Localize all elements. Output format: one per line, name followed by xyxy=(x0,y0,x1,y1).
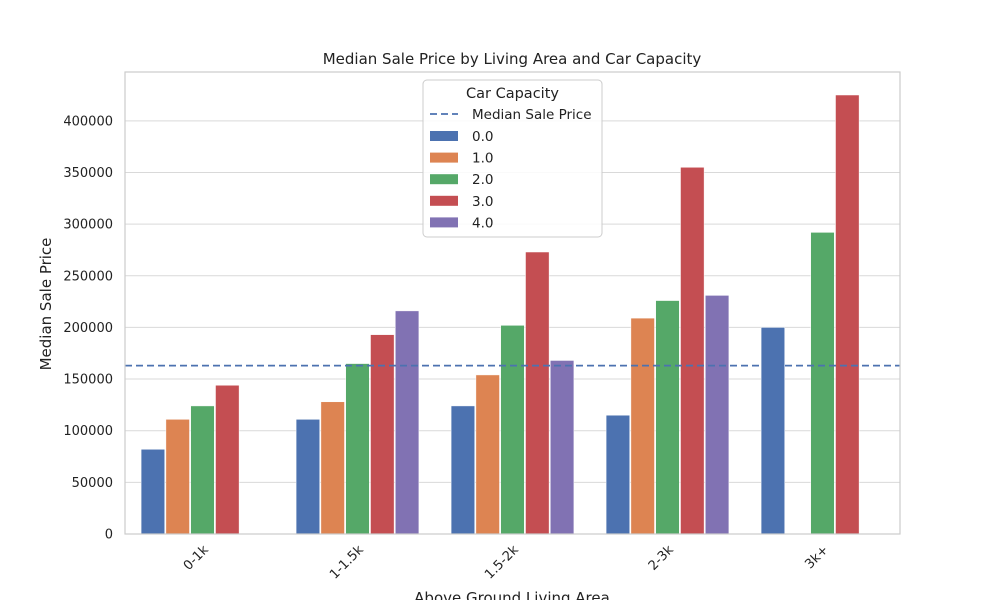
bar-1.5-2k-0.0 xyxy=(450,405,475,535)
legend-box xyxy=(422,79,603,238)
legend-title: Car Capacity xyxy=(466,86,559,102)
bar-1-1.5k-3.0 xyxy=(370,334,395,535)
bar-2-3k-1.0 xyxy=(630,317,655,535)
bar-1-1.5k-2.0 xyxy=(345,363,370,535)
bar-3k+-3.0 xyxy=(835,94,860,535)
y-tick-label: 400000 xyxy=(63,114,113,129)
legend-label-2.0: 2.0 xyxy=(472,172,493,188)
y-tick-label: 250000 xyxy=(63,269,113,284)
x-tick-label: 1.5-2k xyxy=(482,542,522,582)
legend: Car Capacity Median Sale Price 0.0 1.0 2.0 3.… xyxy=(422,79,603,238)
chart-title: Median Sale Price by Living Area and Car… xyxy=(323,50,702,68)
x-tick-label: 3k+ xyxy=(802,543,831,572)
bar-0-1k-2.0 xyxy=(190,405,215,535)
legend-swatch-3.0 xyxy=(430,195,458,206)
bars xyxy=(140,94,860,535)
legend-swatch-1.0 xyxy=(430,152,458,163)
legend-label-1.0: 1.0 xyxy=(472,151,493,167)
y-axis-label: Median Sale Price xyxy=(37,238,55,371)
bar-3k+-2.0 xyxy=(810,232,835,535)
bar-2-3k-0.0 xyxy=(605,414,630,535)
bar-1-1.5k-0.0 xyxy=(295,419,320,535)
y-tick-label: 50000 xyxy=(72,476,113,491)
bar-1.5-2k-4.0 xyxy=(550,360,575,535)
bar-0-1k-3.0 xyxy=(215,385,240,535)
x-tick-label: 0-1k xyxy=(181,542,212,573)
legend-label-median: Median Sale Price xyxy=(472,107,592,123)
y-tick-label: 100000 xyxy=(63,424,113,439)
legend-label-4.0: 4.0 xyxy=(472,215,493,231)
y-tick-label: 350000 xyxy=(63,166,113,181)
bar-1.5-2k-1.0 xyxy=(475,374,500,535)
y-tick-label: 300000 xyxy=(63,218,113,233)
bar-1-1.5k-4.0 xyxy=(395,310,420,535)
y-tick-label: 150000 xyxy=(63,373,113,388)
bar-1.5-2k-2.0 xyxy=(500,325,525,535)
bar-3k+-0.0 xyxy=(760,327,785,535)
bar-2-3k-3.0 xyxy=(680,167,705,535)
legend-swatch-2.0 xyxy=(430,174,458,185)
bar-0-1k-0.0 xyxy=(140,449,165,535)
x-tick-label: 1-1.5k xyxy=(327,542,367,582)
legend-swatch-0.0 xyxy=(430,131,458,141)
y-axis-ticks: 0 50000 100000 150000 200000 250000 300000 3500… xyxy=(63,114,113,542)
legend-label-3.0: 3.0 xyxy=(472,194,493,210)
legend-label-0.0: 0.0 xyxy=(472,129,493,145)
bar-2-3k-2.0 xyxy=(655,300,680,535)
legend-swatch-4.0 xyxy=(430,217,458,228)
bar-1.5-2k-3.0 xyxy=(525,251,550,535)
y-tick-label: 200000 xyxy=(63,321,113,336)
bar-1-1.5k-1.0 xyxy=(320,401,345,535)
y-tick-label: 0 xyxy=(105,528,113,543)
x-axis-label: Above Ground Living Area xyxy=(414,589,610,600)
x-tick-label: 2-3k xyxy=(646,542,677,573)
bar-2-3k-4.0 xyxy=(705,295,730,535)
x-axis-ticks: 0-1k 1-1.5k 1.5-2k 2-3k 3k+ xyxy=(181,542,832,582)
bar-0-1k-1.0 xyxy=(165,419,190,535)
plot-frame xyxy=(124,71,901,535)
